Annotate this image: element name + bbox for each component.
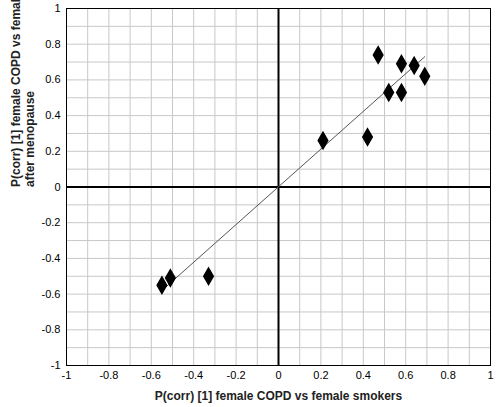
svg-text:-0.8: -0.8 [99,369,118,381]
svg-text:0.6: 0.6 [45,73,60,85]
svg-text:-0.2: -0.2 [42,216,61,228]
svg-text:0.6: 0.6 [398,369,413,381]
svg-text:P(corr) [1] female COPD vs fem: P(corr) [1] female COPD vs female smoker… [9,0,37,187]
svg-text:0.4: 0.4 [356,369,371,381]
svg-text:0: 0 [54,181,60,193]
svg-text:1: 1 [54,2,60,14]
svg-text:-0.4: -0.4 [42,252,61,264]
svg-text:0.8: 0.8 [440,369,455,381]
svg-text:0.2: 0.2 [313,369,328,381]
svg-text:-0.8: -0.8 [42,323,61,335]
svg-text:-1: -1 [51,359,61,371]
svg-text:0.8: 0.8 [45,38,60,50]
svg-text:-0.6: -0.6 [42,288,61,300]
svg-text:-0.4: -0.4 [184,369,203,381]
svg-text:P(corr) [1] female COPD vs fem: P(corr) [1] female COPD vs female smoker… [155,389,403,403]
svg-text:0: 0 [275,369,281,381]
svg-text:-0.2: -0.2 [227,369,246,381]
svg-text:1: 1 [487,369,493,381]
svg-text:-0.6: -0.6 [142,369,161,381]
svg-text:0.2: 0.2 [45,145,60,157]
svg-text:-1: -1 [62,369,72,381]
svg-text:0.4: 0.4 [45,109,60,121]
